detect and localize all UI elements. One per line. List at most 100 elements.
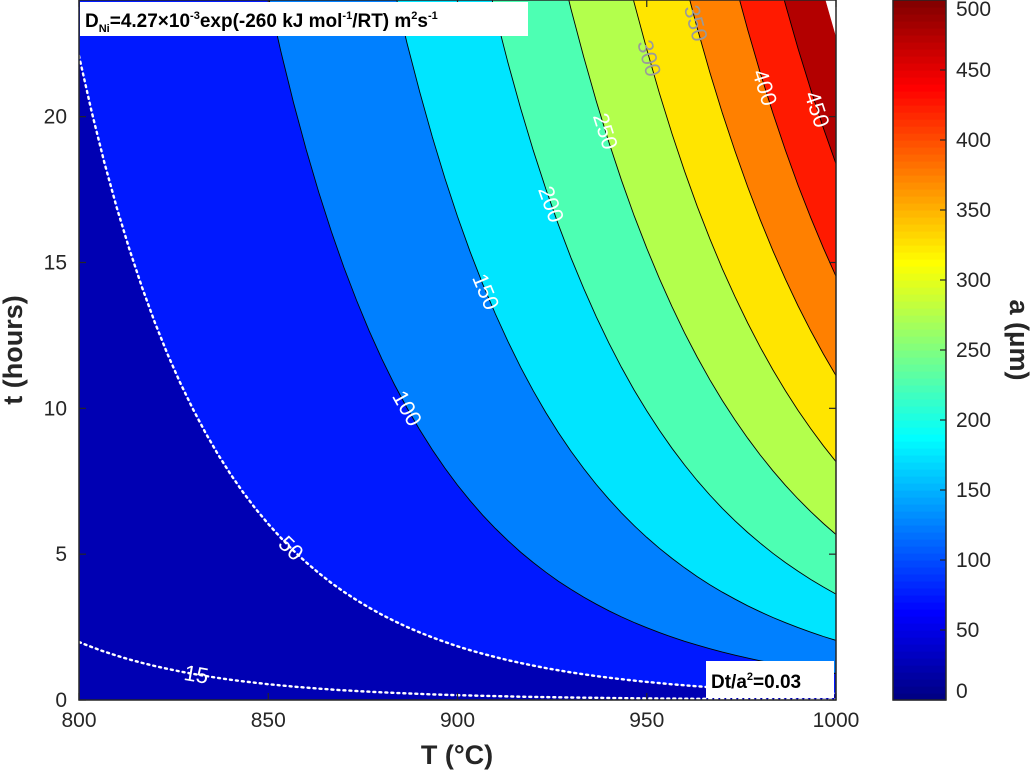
y-axis-ticks: 0 5 10 15 20 <box>44 106 836 712</box>
colorbar-segment <box>893 35 946 43</box>
colorbar-segment <box>893 679 946 687</box>
y-tick-label: 15 <box>44 252 67 275</box>
colorbar-segment <box>893 511 946 519</box>
colorbar-segment <box>893 28 946 36</box>
colorbar-segment <box>893 308 946 316</box>
y-tick-label: 5 <box>55 543 67 566</box>
colorbar-segment <box>893 126 946 134</box>
contour-band <box>491 0 836 595</box>
colorbar-segment <box>893 413 946 421</box>
dotted-line-50 <box>79 54 836 695</box>
contour-fill-layer <box>79 0 836 700</box>
colorbar-segment <box>893 567 946 575</box>
colorbar-segment <box>893 161 946 169</box>
y-axis-label: t (hours) <box>0 295 28 404</box>
colorbar-segment <box>893 637 946 645</box>
colorbar-tick-label: 250 <box>956 339 991 362</box>
colorbar-segment <box>893 329 946 337</box>
colorbar-segment <box>893 560 946 568</box>
colorbar-segment <box>893 56 946 64</box>
diffusion-mid2: exp(-260 kJ mol <box>200 11 343 32</box>
colorbar-segment <box>893 105 946 113</box>
y-tick-label: 20 <box>44 106 67 129</box>
colorbar-segment <box>893 49 946 57</box>
colorbar-segment <box>893 497 946 505</box>
colorbar-tick-label: 0 <box>956 680 968 703</box>
colorbar-label: a (μm) <box>1004 299 1034 380</box>
colorbar-segment <box>893 546 946 554</box>
colorbar-segment <box>893 602 946 610</box>
colorbar-segment <box>893 210 946 218</box>
criterion-annotation: Dt/a2=0.03 <box>706 661 834 698</box>
contour-band <box>396 0 836 641</box>
diffusion-mid1: =4.27×10 <box>110 11 190 32</box>
colorbar-segment <box>893 553 946 561</box>
colorbar-segment <box>893 490 946 498</box>
colorbar-segment <box>893 14 946 22</box>
colorbar-segment <box>893 427 946 435</box>
colorbar-segment <box>893 469 946 477</box>
colorbar-segment <box>893 182 946 190</box>
colorbar-tick-label: 400 <box>956 129 991 152</box>
colorbar-segment <box>893 112 946 120</box>
colorbar-tick-label: 500 <box>956 0 991 21</box>
colorbar-segment <box>893 672 946 680</box>
contour-label-15: 15 <box>182 660 210 689</box>
colorbar-segment <box>893 189 946 197</box>
colorbar-segment <box>893 525 946 533</box>
colorbar-segment <box>893 175 946 183</box>
criterion-sup: 2 <box>747 671 753 683</box>
colorbar-segment <box>893 693 946 701</box>
colorbar-segment <box>893 630 946 638</box>
contour-line-150 <box>396 0 836 641</box>
colorbar-segment <box>893 420 946 428</box>
colorbar-segment <box>893 448 946 456</box>
colorbar-segment <box>893 441 946 449</box>
diffusion-sup4: -1 <box>428 10 438 22</box>
diffusion-prefix: D <box>85 11 99 32</box>
contour-band <box>568 0 836 535</box>
contour-line-100 <box>268 0 836 674</box>
contour-band <box>739 0 836 277</box>
contour-line-300 <box>633 0 836 462</box>
colorbar-segment <box>893 42 946 50</box>
colorbar-segment <box>893 336 946 344</box>
colorbar-segment <box>893 357 946 365</box>
colorbar-segment <box>893 665 946 673</box>
colorbar-segment <box>893 378 946 386</box>
colorbar-tick-label: 450 <box>956 59 991 82</box>
colorbar-segment <box>893 595 946 603</box>
colorbar-segment <box>893 406 946 414</box>
contour-line-350 <box>689 0 836 376</box>
x-tick-label: 950 <box>629 709 664 732</box>
x-axis-ticks: 800 850 900 950 1000 <box>61 0 859 732</box>
colorbar-segment <box>893 574 946 582</box>
colorbar-segment <box>893 294 946 302</box>
colorbar-segment <box>893 322 946 330</box>
colorbar-segment <box>893 686 946 694</box>
colorbar-tick-label: 50 <box>956 619 979 642</box>
colorbar-segment <box>893 385 946 393</box>
colorbar-segment <box>893 483 946 491</box>
colorbar-segment <box>893 7 946 15</box>
colorbar-segment <box>893 266 946 274</box>
colorbar-segment <box>893 392 946 400</box>
colorbar-segment <box>893 63 946 71</box>
contour-band <box>783 0 836 164</box>
colorbar-segment <box>893 217 946 225</box>
colorbar-tick-label: 150 <box>956 479 991 502</box>
colorbar-segment <box>893 70 946 78</box>
colorbar-segment <box>893 273 946 281</box>
colorbar <box>892 0 947 701</box>
colorbar-segment <box>893 609 946 617</box>
criterion-prefix: Dt/a <box>711 672 747 693</box>
colorbar-segment <box>893 518 946 526</box>
colorbar-segment <box>893 462 946 470</box>
colorbar-segment <box>893 119 946 127</box>
x-tick-label: 900 <box>440 709 475 732</box>
colorbar-segment <box>893 98 946 106</box>
colorbar-segment <box>893 238 946 246</box>
colorbar-segment <box>893 623 946 631</box>
diffusion-sup2: -1 <box>342 10 352 22</box>
colorbar-segment <box>893 616 946 624</box>
